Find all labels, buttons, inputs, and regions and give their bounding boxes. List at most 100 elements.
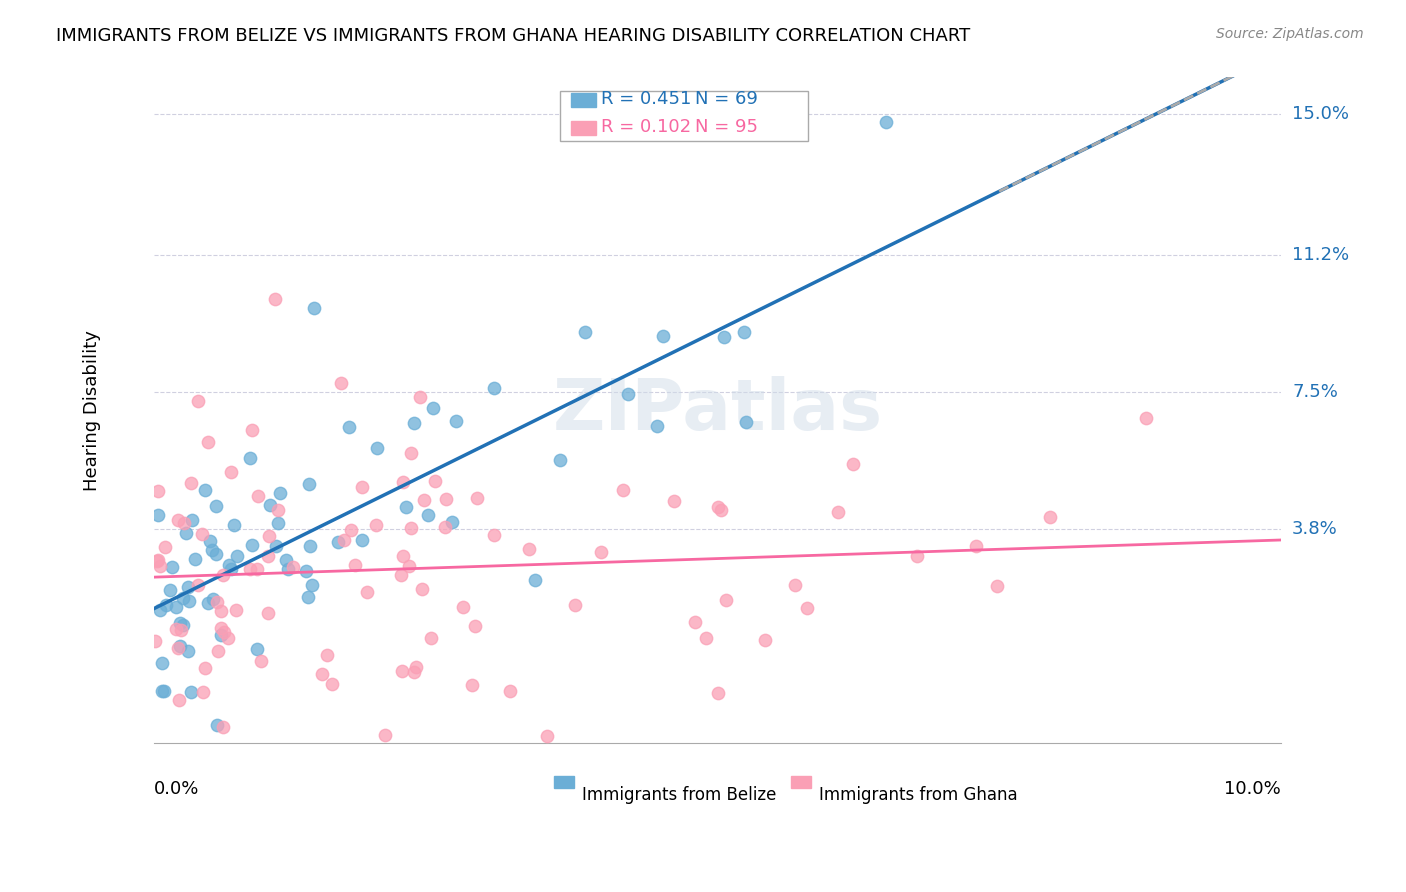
Point <box>212 568 235 582</box>
Point <box>221 562 243 576</box>
Text: R = 0.451: R = 0.451 <box>602 90 692 108</box>
Point <box>207 717 229 731</box>
Point <box>249 655 271 669</box>
Point <box>240 424 263 438</box>
FancyBboxPatch shape <box>790 776 811 789</box>
Text: 11.2%: 11.2% <box>1292 246 1350 264</box>
Point <box>695 631 717 645</box>
Point <box>404 417 426 431</box>
Point <box>257 549 280 564</box>
Point <box>212 720 235 734</box>
Point <box>405 660 427 674</box>
Point <box>574 325 596 339</box>
Point <box>321 677 343 691</box>
FancyBboxPatch shape <box>571 120 596 136</box>
Point <box>201 542 224 557</box>
Point <box>194 661 217 675</box>
Point <box>174 526 197 541</box>
Point <box>239 450 262 465</box>
Point <box>395 500 418 514</box>
Point <box>204 547 226 561</box>
Point <box>398 559 420 574</box>
Point <box>217 631 239 645</box>
Point <box>297 591 319 605</box>
Point <box>423 474 446 488</box>
Point <box>564 598 586 612</box>
Point <box>267 503 290 517</box>
Point <box>165 600 187 615</box>
Point <box>149 558 172 573</box>
Point <box>145 634 167 648</box>
Point <box>391 665 413 679</box>
Text: Source: ZipAtlas.com: Source: ZipAtlas.com <box>1216 27 1364 41</box>
Point <box>645 418 668 433</box>
Point <box>416 508 439 523</box>
Point <box>276 553 298 567</box>
Point <box>482 381 505 395</box>
Point <box>177 644 200 658</box>
Point <box>259 498 281 512</box>
Point <box>683 615 706 629</box>
Point <box>785 578 807 592</box>
Point <box>187 394 209 409</box>
Text: Hearing Disability: Hearing Disability <box>83 330 101 491</box>
Point <box>177 580 200 594</box>
Point <box>1135 410 1157 425</box>
FancyBboxPatch shape <box>554 776 575 789</box>
Point <box>399 521 422 535</box>
Point <box>451 600 474 615</box>
Point <box>246 489 269 503</box>
Text: R = 0.102: R = 0.102 <box>602 118 692 136</box>
Point <box>209 621 232 635</box>
Point <box>301 578 323 592</box>
Point <box>419 632 441 646</box>
Point <box>269 485 291 500</box>
Point <box>827 505 849 519</box>
Point <box>246 562 269 576</box>
Point <box>239 562 262 576</box>
Point <box>591 545 613 559</box>
Point <box>905 549 928 563</box>
Text: 15.0%: 15.0% <box>1292 105 1350 123</box>
Point <box>159 583 181 598</box>
Point <box>399 445 422 459</box>
Point <box>548 452 571 467</box>
Point <box>153 540 176 554</box>
Point <box>207 644 229 658</box>
Point <box>311 666 333 681</box>
Point <box>434 520 457 534</box>
Text: IMMIGRANTS FROM BELIZE VS IMMIGRANTS FROM GHANA HEARING DISABILITY CORRELATION C: IMMIGRANTS FROM BELIZE VS IMMIGRANTS FRO… <box>56 27 970 45</box>
Point <box>707 686 730 700</box>
Point <box>344 558 367 572</box>
Point <box>366 441 388 455</box>
Point <box>198 534 221 549</box>
Text: Immigrants from Ghana: Immigrants from Ghana <box>818 786 1018 805</box>
Point <box>187 578 209 592</box>
Point <box>713 330 735 344</box>
Point <box>842 457 865 471</box>
Point <box>160 560 183 574</box>
Point <box>212 625 235 640</box>
Text: 0.0%: 0.0% <box>155 780 200 798</box>
FancyBboxPatch shape <box>560 91 807 141</box>
Point <box>194 483 217 498</box>
Point <box>240 538 263 552</box>
Point <box>965 539 987 553</box>
Point <box>172 591 194 605</box>
Point <box>316 648 339 663</box>
Point <box>754 633 776 648</box>
Point <box>170 623 193 637</box>
Point <box>333 533 356 548</box>
Text: N = 95: N = 95 <box>695 118 758 136</box>
Point <box>1038 510 1060 524</box>
Point <box>326 535 349 549</box>
Point <box>411 582 433 596</box>
Point <box>337 420 360 434</box>
Point <box>257 529 280 543</box>
Point <box>391 568 413 582</box>
Point <box>356 584 378 599</box>
Point <box>155 598 177 612</box>
Point <box>226 549 249 563</box>
Point <box>707 500 730 514</box>
Point <box>796 601 818 615</box>
